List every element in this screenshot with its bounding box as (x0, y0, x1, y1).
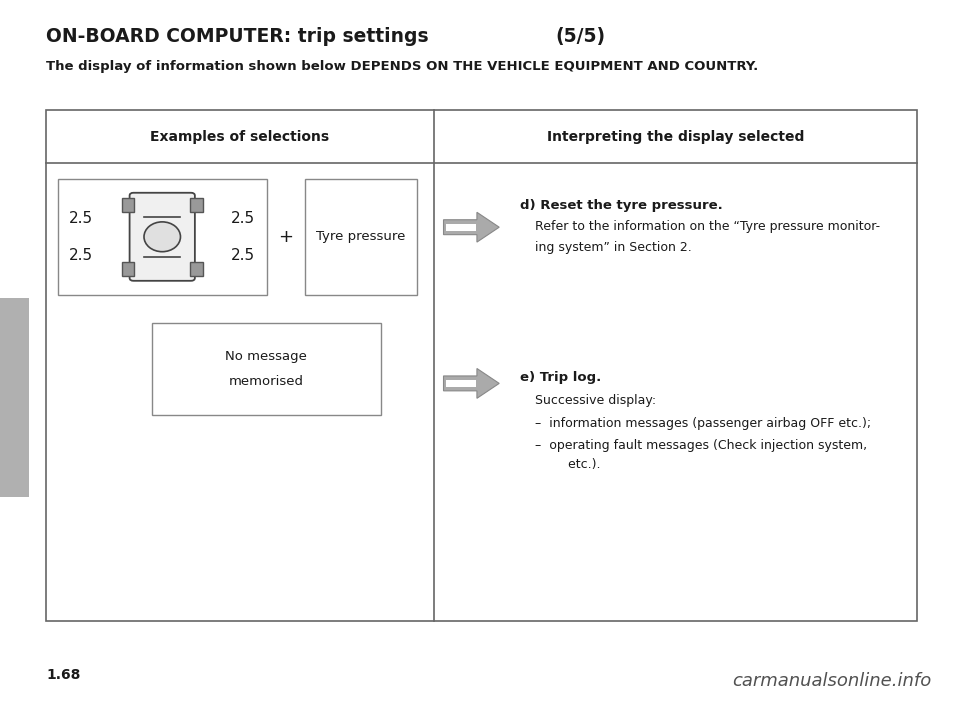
Bar (190, 262, 203, 276)
Text: 1.68: 1.68 (46, 667, 81, 682)
Bar (190, 197, 203, 212)
Text: memorised: memorised (228, 376, 304, 388)
Bar (305, 179, 417, 295)
Bar (58, 179, 267, 295)
Text: carmanualsonline.info: carmanualsonline.info (732, 672, 931, 690)
Text: d) Reset the tyre pressure.: d) Reset the tyre pressure. (520, 199, 723, 212)
Text: ON-BOARD COMPUTER: trip settings: ON-BOARD COMPUTER: trip settings (46, 27, 435, 46)
Bar (0, 298, 29, 497)
Bar (446, 224, 476, 231)
Text: 2.5: 2.5 (231, 211, 255, 226)
Text: ing system” in Section 2.: ing system” in Section 2. (535, 241, 691, 254)
Text: 2.5: 2.5 (69, 248, 93, 263)
Text: –  operating fault messages (Check injection system,: – operating fault messages (Check inject… (535, 439, 867, 452)
Text: Successive display:: Successive display: (535, 394, 656, 407)
Text: No message: No message (226, 350, 307, 363)
Text: Tyre pressure: Tyre pressure (316, 230, 406, 244)
Text: +: + (278, 228, 294, 246)
Text: Refer to the information on the “Tyre pressure monitor-: Refer to the information on the “Tyre pr… (535, 220, 880, 233)
Text: 2.5: 2.5 (231, 248, 255, 263)
Text: Interpreting the display selected: Interpreting the display selected (546, 130, 804, 143)
Bar (446, 380, 476, 387)
Text: –  information messages (passenger airbag OFF etc.);: – information messages (passenger airbag… (535, 417, 871, 430)
Text: The display of information shown below DEPENDS ON THE VEHICLE EQUIPMENT AND COUN: The display of information shown below D… (46, 60, 758, 72)
FancyArrow shape (444, 368, 499, 398)
Bar (46, 110, 917, 621)
FancyBboxPatch shape (130, 193, 195, 281)
Text: 2.5: 2.5 (69, 211, 93, 226)
Bar (122, 262, 134, 276)
Bar (122, 197, 134, 212)
Text: e) Trip log.: e) Trip log. (520, 371, 602, 383)
Text: etc.).: etc.). (552, 458, 601, 471)
FancyArrow shape (444, 212, 499, 242)
Ellipse shape (144, 222, 180, 252)
Text: (5/5): (5/5) (555, 27, 605, 46)
Text: Examples of selections: Examples of selections (151, 130, 329, 143)
Bar (152, 323, 381, 415)
